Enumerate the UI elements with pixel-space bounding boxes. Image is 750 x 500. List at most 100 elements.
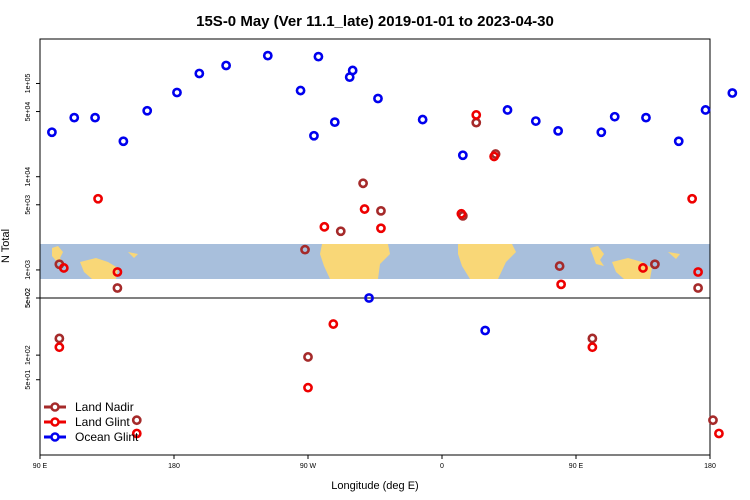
point-land-glint [687,193,698,204]
point-land-nadir [131,415,142,426]
legend-label-ocean-glint: Ocean Glint [75,430,139,444]
point-land-nadir [554,261,565,271]
land-southeast-asia-repeat [590,246,604,266]
point-ocean-glint [641,112,651,123]
point-ocean-glint [364,293,374,303]
point-ocean-glint [47,127,57,138]
point-land-glint [376,223,386,234]
point-land-nadir [376,205,386,216]
legend-label-land-glint: Land Glint [75,415,130,429]
point-land-glint [714,428,724,439]
point-ocean-glint [727,88,738,98]
point-land-glint [54,342,65,353]
point-land-glint [587,342,598,353]
x-tick-label: 90 E [569,463,584,470]
point-land-glint [693,267,703,277]
point-land-glint [489,151,500,162]
point-ocean-glint [596,127,607,138]
point-land-nadir [708,415,718,426]
x-tick-label: 0 [440,463,444,470]
land-southeast-asia [52,246,64,264]
lower-y-axis: 5e+01 1e+02 5e+02 [25,288,40,390]
lower-y-tick-label: 5e+02 [25,288,32,308]
point-ocean-glint [530,116,541,126]
point-ocean-glint [194,68,205,79]
point-land-glint [328,319,339,329]
upper-y-tick-label: 1e+04 [25,167,32,187]
point-land-glint [456,208,467,219]
land-islands [128,252,138,258]
legend-item-land-nadir: Land Nadir [44,400,134,414]
x-tick-label: 90 W [300,463,317,470]
upper-y-tick-label: 5e+03 [25,195,32,215]
point-land-nadir [358,178,368,189]
point-ocean-glint [221,60,232,71]
point-land-nadir [300,244,310,255]
lower-y-tick-label: 1e+02 [25,345,32,365]
x-tick-label: 90 E [33,463,48,470]
point-ocean-glint [700,105,711,115]
point-ocean-glint [295,85,306,96]
point-ocean-glint [417,114,428,125]
point-ocean-glint [373,93,383,104]
point-ocean-glint [553,125,564,136]
point-land-nadir [303,352,313,362]
upper-y-axis: 5e+02 1e+03 5e+03 1e+04 5e+04 1e+05 [25,74,40,308]
lower-y-tick-label: 5e+01 [25,370,32,390]
upper-y-tick-label: 5e+04 [25,102,32,122]
point-land-nadir [587,333,598,344]
point-land-glint [638,263,648,273]
legend-item-land-glint: Land Glint [44,415,130,429]
point-land-glint [556,279,567,290]
legend-marker-land-glint [50,417,60,427]
point-land-glint [319,221,330,232]
data-points [47,50,738,439]
point-land-glint [131,428,142,439]
land-south-america [320,244,390,279]
upper-y-tick-label: 1e+03 [25,260,32,280]
legend-item-ocean-glint: Ocean Glint [44,430,139,444]
legend: Land Nadir Land Glint Ocean Glint [44,400,139,444]
point-land-glint [58,263,69,273]
point-ocean-glint [609,111,620,122]
land-australia-west [80,258,118,279]
point-ocean-glint [673,136,684,147]
x-tick-label: 180 [704,463,716,470]
point-ocean-glint [309,130,319,141]
point-ocean-glint [69,112,80,123]
point-land-nadir [693,283,703,293]
point-ocean-glint [502,105,513,115]
point-land-glint [303,382,313,393]
point-land-nadir [54,333,65,344]
point-ocean-glint [172,87,182,98]
land-islands-repeat [668,252,680,259]
x-axis: 90 E 180 90 W 0 90 E 180 [33,455,716,470]
legend-label-land-nadir: Land Nadir [75,400,134,414]
upper-y-tick-label: 5e+02 [25,288,32,308]
point-land-glint [359,204,370,214]
point-ocean-glint [480,325,491,336]
point-land-glint [93,193,103,204]
point-ocean-glint [118,136,129,147]
point-ocean-glint [313,51,324,62]
point-land-nadir [471,117,482,128]
upper-y-tick-label: 1e+05 [25,74,32,94]
land-africa [458,244,516,279]
point-land-glint [112,267,123,277]
background-map [40,244,710,279]
lower-panel-frame [39,297,711,456]
point-land-nadir [112,283,123,293]
point-ocean-glint [329,117,340,128]
point-ocean-glint [262,50,273,61]
point-ocean-glint [142,105,153,116]
legend-marker-ocean-glint [50,432,60,442]
legend-marker-land-nadir [50,402,60,412]
x-tick-label: 180 [168,463,180,470]
chart-title: 15S-0 May (Ver 11.1_late) 2019-01-01 to … [196,13,554,30]
x-axis-label: Longitude (deg E) [331,480,418,492]
point-ocean-glint [457,150,468,161]
point-land-glint [471,110,482,120]
y-axis-label: N Total [0,229,12,263]
point-land-nadir [650,259,660,270]
